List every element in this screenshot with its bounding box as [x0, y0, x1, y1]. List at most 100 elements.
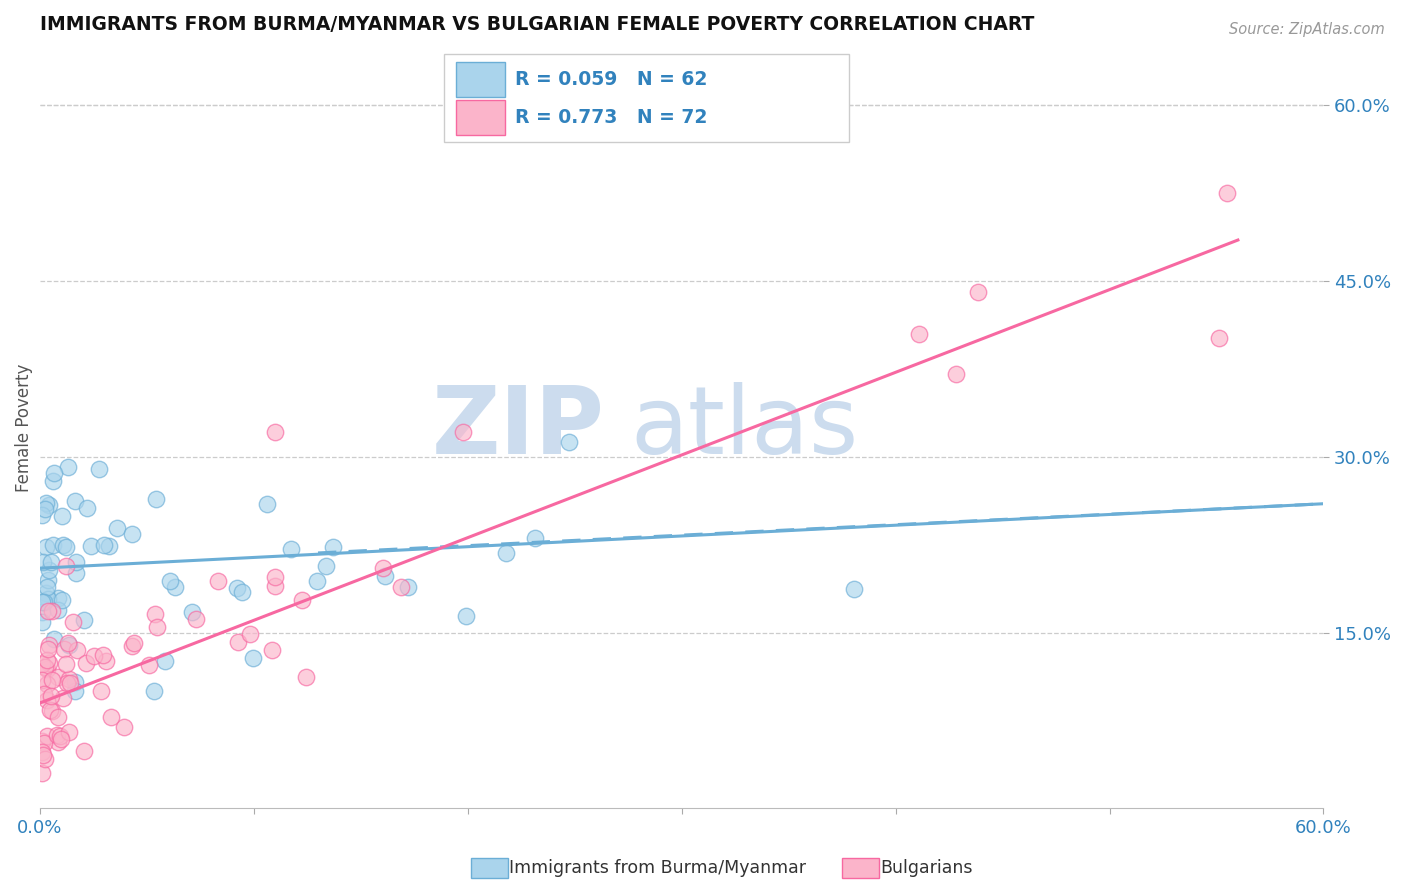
Point [35, 541, 58, 555]
Point [56, 636, 79, 650]
Point [37, 573, 59, 587]
Point [55, 675, 77, 690]
Point [495, 546, 517, 560]
Point [46, 591, 69, 605]
Point [79, 539, 101, 553]
Point [124, 635, 146, 649]
Point [37, 604, 59, 618]
Point [31, 745, 53, 759]
Point [38, 656, 60, 670]
Point [143, 607, 166, 621]
Point [31, 615, 53, 630]
Point [65, 555, 87, 569]
Point [945, 368, 967, 382]
Point [121, 527, 143, 541]
Point [35, 729, 58, 743]
Point [262, 643, 284, 657]
Point [58, 672, 80, 686]
Point [42, 474, 65, 488]
FancyBboxPatch shape [456, 100, 505, 135]
Point [46, 728, 69, 742]
Point [263, 425, 285, 440]
Point [48, 710, 70, 724]
Point [105, 521, 128, 535]
Point [35, 653, 58, 667]
Point [181, 605, 204, 619]
Point [90, 684, 112, 698]
Point [31, 673, 53, 687]
Point [93, 538, 115, 552]
Point [34, 502, 56, 516]
Point [389, 580, 412, 594]
Point [138, 657, 160, 672]
Point [65, 566, 87, 580]
Text: atlas: atlas [630, 382, 859, 474]
Point [37, 662, 59, 676]
Point [451, 425, 474, 440]
Point [42, 632, 65, 647]
Point [56, 460, 79, 475]
Point [96, 654, 118, 668]
Point [65, 494, 87, 508]
Point [37, 642, 59, 657]
Point [41, 673, 63, 687]
Y-axis label: Female Poverty: Female Poverty [15, 363, 32, 491]
Point [42, 466, 65, 480]
Point [38, 703, 60, 717]
Point [145, 492, 167, 507]
Point [454, 609, 477, 624]
Point [66, 643, 89, 657]
Point [263, 570, 285, 584]
Text: R = 0.773   N = 72: R = 0.773 N = 72 [515, 108, 707, 127]
Point [55, 657, 77, 671]
Point [184, 612, 207, 626]
Point [62, 615, 84, 629]
Point [35, 586, 58, 600]
Point [31, 733, 53, 747]
Point [374, 568, 396, 582]
Point [143, 684, 166, 698]
Point [38, 563, 60, 577]
Point [75, 656, 97, 670]
Text: R = 0.059   N = 62: R = 0.059 N = 62 [515, 70, 707, 89]
Point [32, 748, 55, 763]
Point [146, 620, 169, 634]
Point [48, 729, 70, 743]
Point [163, 580, 186, 594]
Point [31, 508, 53, 523]
Point [242, 650, 264, 665]
Point [523, 531, 546, 545]
Point [112, 719, 135, 733]
Point [73, 613, 96, 627]
Point [100, 710, 122, 724]
Point [1216, 186, 1239, 201]
Point [37, 581, 59, 595]
Point [52, 690, 75, 705]
Point [159, 574, 181, 589]
Point [1208, 331, 1230, 345]
FancyBboxPatch shape [456, 62, 505, 97]
Point [41, 704, 63, 718]
Point [371, 560, 394, 574]
Point [231, 584, 253, 599]
Point [52, 538, 75, 552]
Point [34, 752, 56, 766]
Point [31, 657, 53, 671]
Point [31, 605, 53, 619]
Point [291, 592, 314, 607]
Point [35, 496, 58, 510]
Point [31, 555, 53, 569]
Text: Immigrants from Burma/Myanmar: Immigrants from Burma/Myanmar [509, 859, 806, 877]
Point [34, 660, 56, 674]
Point [53, 641, 76, 656]
Point [46, 670, 69, 684]
Point [31, 595, 53, 609]
Point [58, 724, 80, 739]
Point [97, 539, 120, 553]
Point [89, 461, 111, 475]
Point [41, 555, 63, 569]
Text: Source: ZipAtlas.com: Source: ZipAtlas.com [1229, 22, 1385, 37]
Point [280, 542, 302, 557]
Text: ZIP: ZIP [432, 382, 605, 474]
Point [32, 687, 55, 701]
